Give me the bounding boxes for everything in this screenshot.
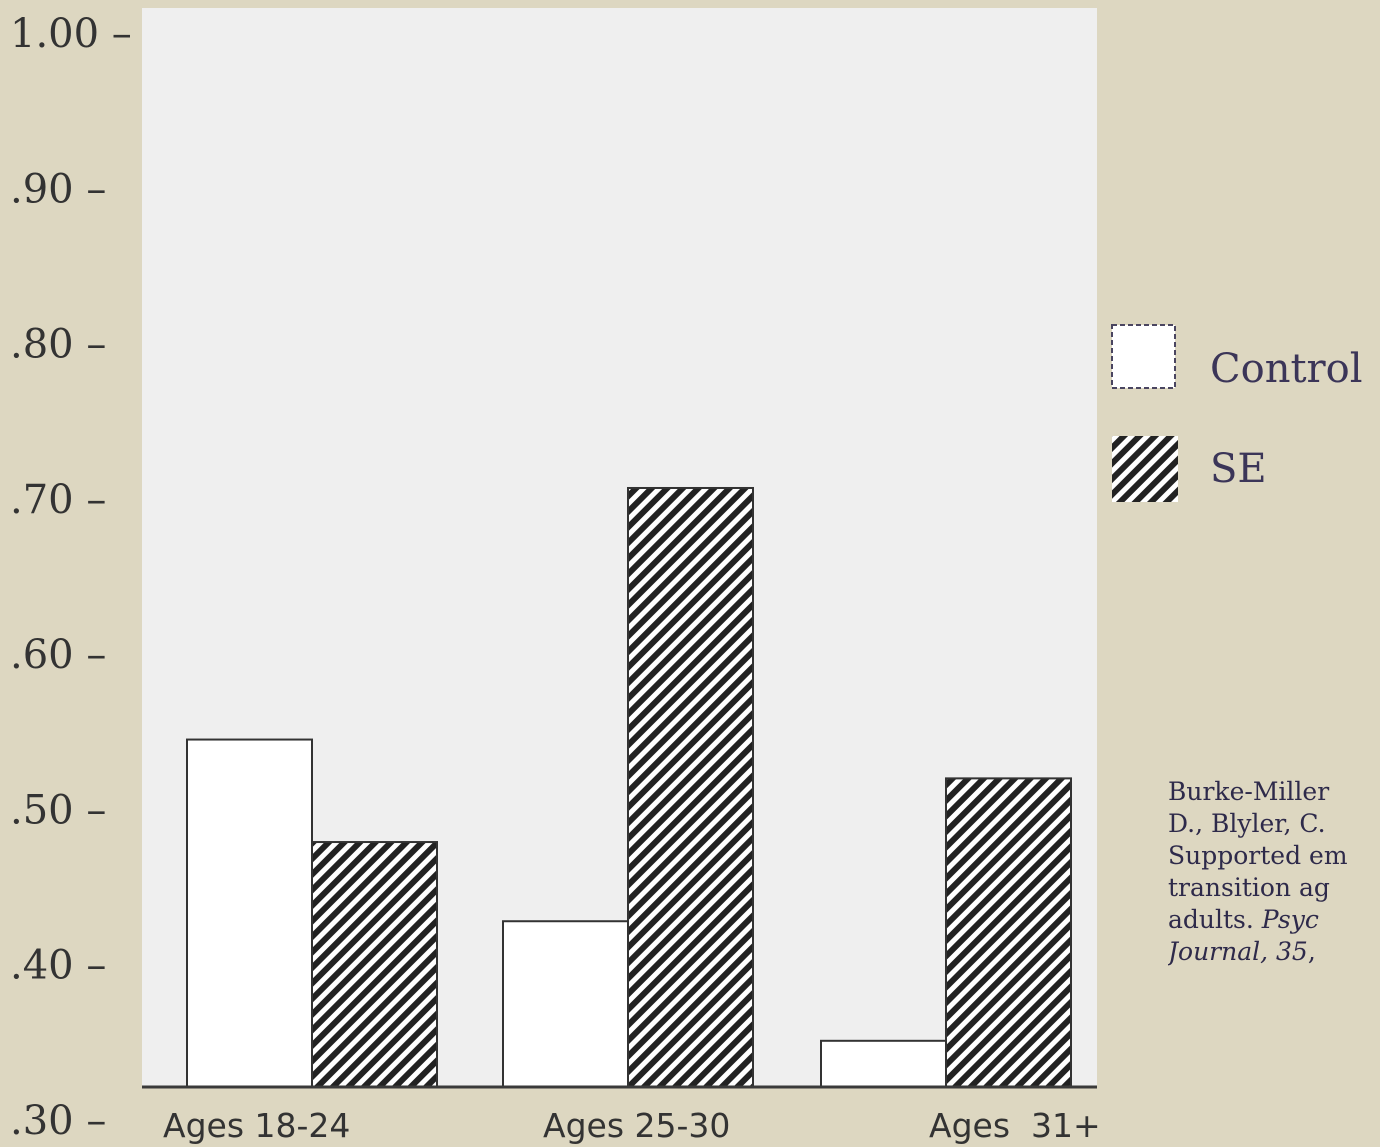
citation-block: Burke-Miller D., Blyler, C. Supported em… — [1168, 776, 1380, 1056]
legend-label-se: SE — [1210, 446, 1267, 492]
y-tick-label: .70 – — [10, 477, 106, 523]
citation-line: transition ag — [1168, 873, 1330, 902]
citation-line: Supported em — [1168, 841, 1348, 870]
legend: Control SE — [1111, 324, 1363, 502]
y-axis: 1.00 – .90 – .80 – .70 – .60 – .50 – .40 – .30 … — [10, 11, 132, 1144]
bar-se-1 — [311, 841, 438, 1088]
citation-line: Journal, 35, — [1168, 936, 1380, 968]
y-tick-label: .40 – — [10, 943, 106, 989]
legend-swatch-control — [1111, 324, 1176, 389]
x-tick-label: Ages 25-30 — [543, 1106, 730, 1145]
y-tick-label: .80 – — [10, 322, 106, 368]
citation-journal: Psyc — [1261, 905, 1319, 934]
citation-journal: Journal, 35 — [1168, 937, 1308, 966]
legend-swatch-se — [1112, 436, 1178, 502]
bar-control-1 — [186, 738, 313, 1088]
bar-control-2 — [502, 920, 629, 1089]
legend-label-control: Control — [1210, 346, 1363, 392]
y-tick-label: .30 – — [10, 1098, 106, 1144]
x-tick-label: Ages 31+ — [929, 1106, 1101, 1145]
y-tick-label: .90 – — [10, 166, 106, 212]
citation-line: adults. Psyc — [1168, 904, 1380, 936]
bars — [186, 486, 1072, 1089]
x-axis: Ages 18-24 Ages 25-30 Ages 31+ — [163, 1106, 1101, 1145]
y-tick-label: .60 – — [10, 632, 106, 678]
citation-text: adults. — [1168, 905, 1262, 934]
bar-control-3 — [820, 1039, 947, 1089]
bar-se-2 — [627, 486, 754, 1089]
citation-line: D., Blyler, C. — [1168, 809, 1326, 838]
x-tick-label: Ages 18-24 — [163, 1106, 350, 1145]
citation-text: , — [1307, 937, 1316, 966]
y-tick-label: .50 – — [10, 787, 106, 833]
y-tick-label: 1.00 – — [10, 11, 132, 57]
bar-se-3 — [945, 777, 1072, 1088]
citation-line: Burke-Miller — [1168, 777, 1330, 806]
